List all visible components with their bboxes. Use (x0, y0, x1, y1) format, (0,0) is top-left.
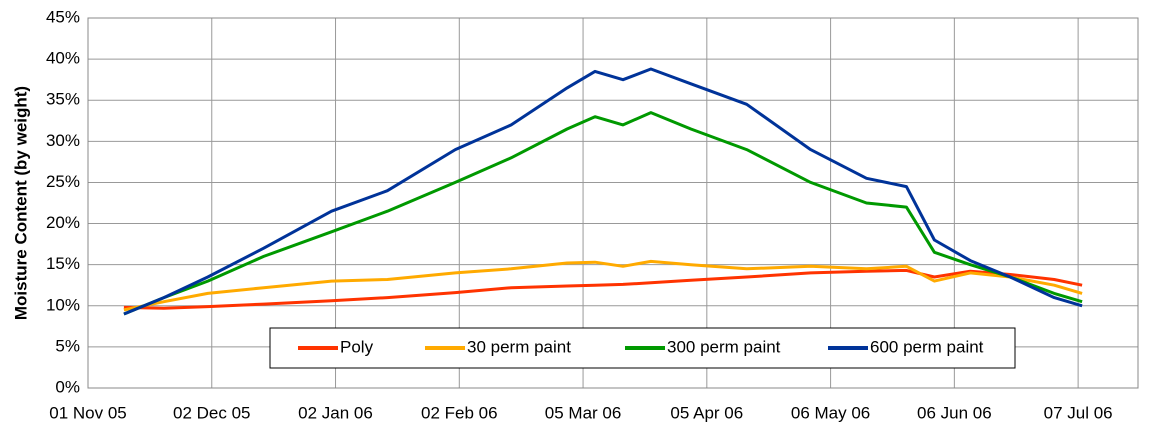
y-tick-label: 45% (46, 7, 80, 26)
y-tick-label: 5% (55, 336, 80, 355)
y-tick-label: 25% (46, 172, 80, 191)
y-axis-label: Moisture Content (by weight) (11, 86, 30, 320)
y-tick-label: 10% (46, 295, 80, 314)
plot-border (87, 17, 1139, 389)
x-tick-label: 05 Mar 06 (545, 403, 622, 422)
x-tick-label: 06 Jun 06 (917, 403, 992, 422)
x-tick-label: 02 Feb 06 (421, 403, 498, 422)
y-tick-label: 0% (55, 377, 80, 396)
y-tick-label: 15% (46, 254, 80, 273)
series-line (123, 111, 1083, 316)
x-tick-label: 05 Apr 06 (670, 403, 743, 422)
series-line (123, 67, 1083, 316)
series-line (123, 268, 1083, 310)
y-tick-label: 40% (46, 49, 80, 68)
legend-label: 30 perm paint (467, 337, 571, 356)
y-tick-label: 20% (46, 213, 80, 232)
y-tick-label: 35% (46, 90, 80, 109)
x-tick-label: 02 Jan 06 (298, 403, 373, 422)
legend-label: Poly (340, 337, 374, 356)
x-tick-label: 02 Dec 05 (173, 403, 251, 422)
x-tick-label: 01 Nov 05 (49, 403, 127, 422)
x-tick-label: 06 May 06 (791, 403, 870, 422)
legend-label: 300 perm paint (667, 337, 781, 356)
x-tick-label: 07 Jul 06 (1044, 403, 1113, 422)
y-tick-label: 30% (46, 131, 80, 150)
legend-label: 600 perm paint (870, 337, 984, 356)
series-line (123, 259, 1083, 312)
